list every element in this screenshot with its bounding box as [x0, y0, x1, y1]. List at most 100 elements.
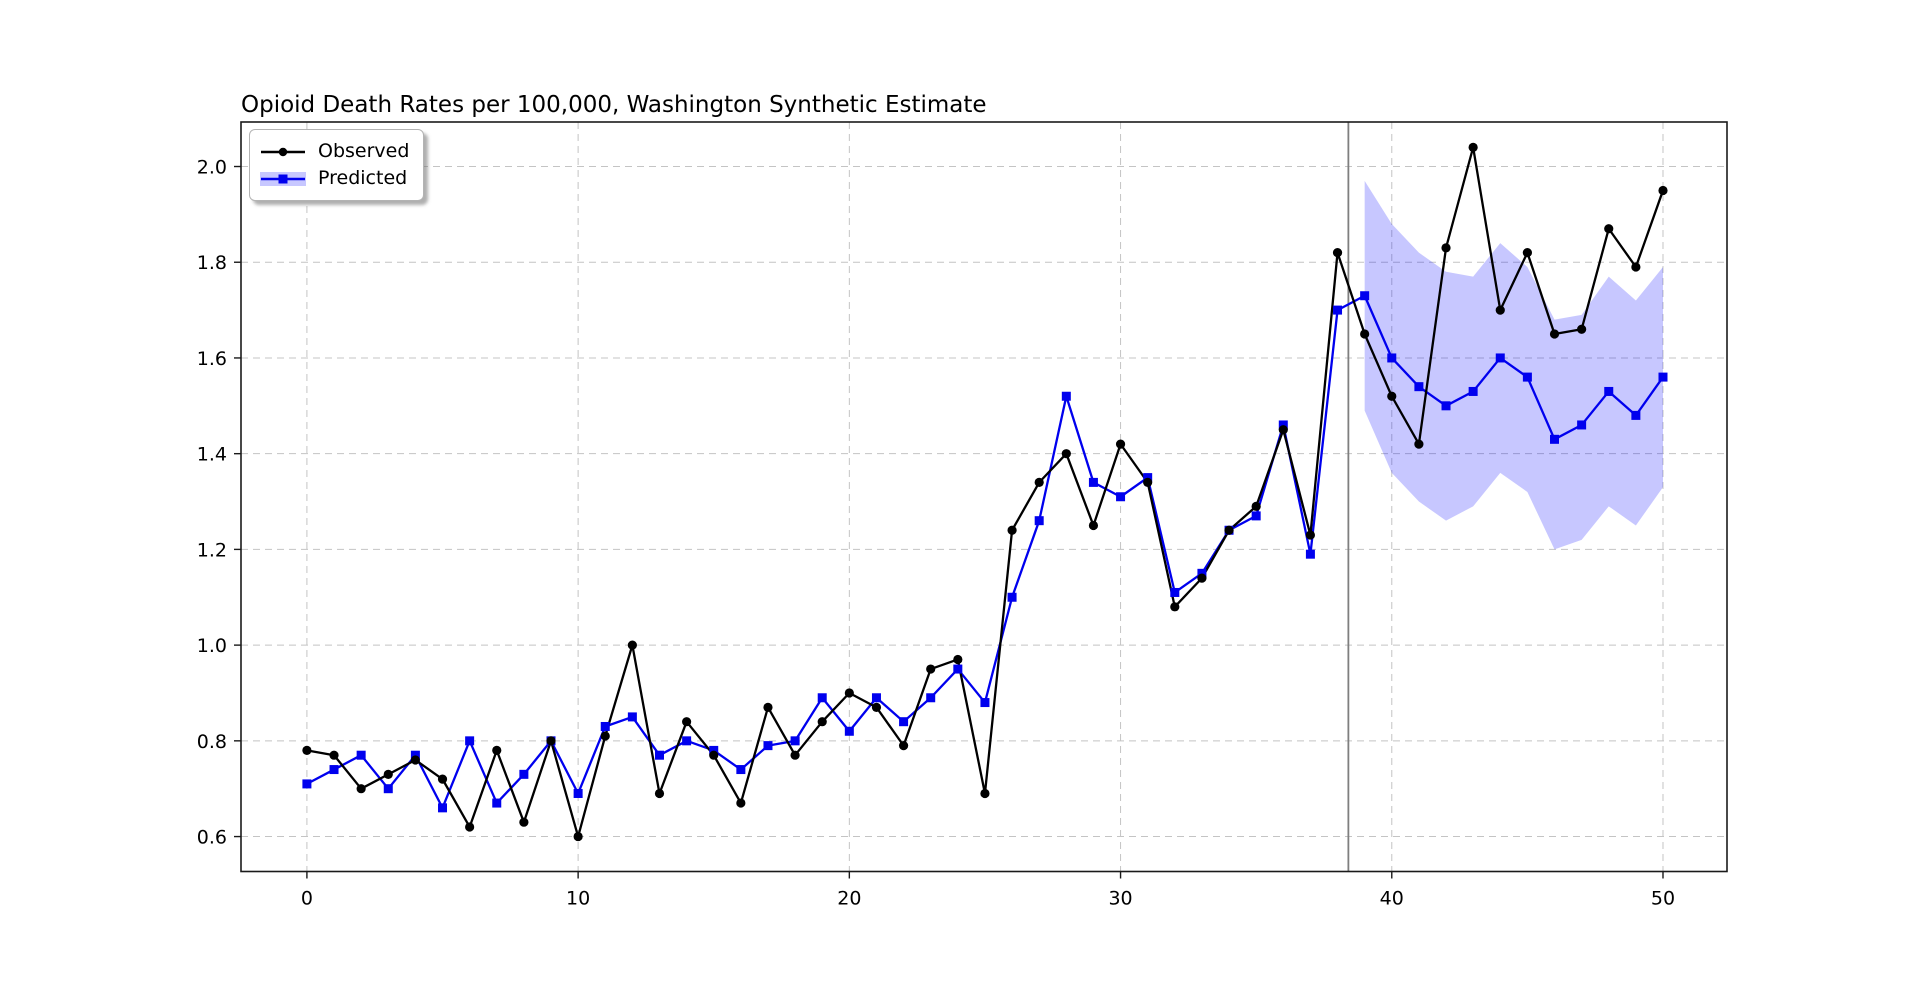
observed-marker — [1224, 525, 1234, 535]
predicted-marker — [1251, 511, 1261, 521]
observed-marker — [329, 750, 339, 760]
predicted-marker — [1441, 401, 1451, 411]
predicted-marker — [329, 765, 339, 775]
observed-marker — [844, 688, 854, 698]
observed-marker — [1495, 305, 1505, 315]
observed-marker — [465, 822, 475, 832]
observed-marker — [871, 702, 882, 712]
predicted-marker — [682, 736, 692, 746]
predicted-marker — [410, 750, 420, 760]
confidence-band — [1364, 180, 1663, 550]
observed-marker — [1305, 530, 1316, 540]
observed-marker — [437, 774, 448, 784]
y-tick-label: 1.4 — [197, 444, 227, 466]
observed-marker — [1604, 224, 1614, 234]
observed-marker — [1170, 602, 1180, 612]
observed-marker — [790, 750, 800, 760]
predicted-marker — [1278, 420, 1288, 430]
predicted-marker — [1414, 382, 1424, 392]
observed-marker — [546, 736, 556, 746]
predicted-marker — [1305, 549, 1315, 559]
observed-marker — [492, 745, 502, 756]
legend-label-predicted: Predicted — [318, 167, 408, 189]
predicted-marker — [1143, 473, 1153, 483]
predicted-line-square-icon — [260, 171, 306, 186]
observed-marker — [1143, 477, 1153, 487]
observed-marker — [1360, 329, 1370, 339]
predicted-marker — [1604, 386, 1614, 396]
y-tick-label: 1.2 — [197, 539, 227, 561]
x-tick-label: 10 — [566, 888, 590, 910]
observed-marker — [383, 769, 393, 779]
predicted-marker — [1116, 492, 1126, 502]
observed-marker — [1034, 477, 1044, 487]
predicted-marker — [1034, 516, 1044, 526]
legend-item-predicted: Predicted — [260, 165, 409, 192]
y-tick-label: 0.8 — [197, 731, 227, 753]
observed-marker — [1007, 525, 1017, 535]
observed-marker — [654, 788, 665, 799]
x-tick-label: 20 — [837, 888, 861, 910]
observed-marker — [519, 817, 529, 827]
predicted-marker — [1522, 372, 1532, 382]
predicted-marker — [1577, 420, 1587, 430]
y-tick-label: 2.0 — [197, 157, 227, 179]
predicted-marker — [1495, 353, 1505, 363]
observed-marker — [410, 755, 420, 765]
predicted-marker — [302, 779, 312, 789]
predicted-marker — [1658, 372, 1668, 382]
x-tick-label: 40 — [1380, 888, 1404, 910]
observed-marker — [1197, 573, 1207, 583]
legend-item-observed: Observed — [260, 138, 409, 165]
observed-marker — [600, 731, 610, 741]
observed-marker — [709, 750, 719, 760]
predicted-marker — [790, 736, 800, 746]
predicted-marker — [709, 745, 719, 755]
predicted-marker — [573, 788, 583, 798]
observed-marker — [1549, 329, 1560, 339]
predicted-marker — [1088, 477, 1098, 487]
predicted-marker — [953, 664, 963, 674]
observed-marker — [627, 640, 637, 650]
predicted-marker — [1387, 353, 1397, 363]
observed-marker — [763, 702, 773, 712]
observed-marker — [1468, 142, 1478, 152]
observed-marker — [302, 745, 312, 756]
legend-label-observed: Observed — [318, 140, 410, 162]
observed-marker — [356, 784, 366, 794]
observed-marker — [1577, 324, 1587, 334]
legend-box: Observed Predicted — [249, 129, 425, 201]
observed-marker — [573, 831, 583, 842]
y-tick-label: 1.8 — [197, 252, 227, 274]
axes-border — [240, 121, 1728, 873]
predicted-marker — [763, 741, 773, 751]
observed-marker — [1414, 439, 1424, 449]
x-tick-label: 50 — [1651, 888, 1675, 910]
observed-marker — [1441, 243, 1451, 253]
observed-marker — [980, 788, 990, 799]
predicted-marker — [899, 717, 909, 727]
observed-marker — [1387, 391, 1397, 401]
observed-marker — [1251, 501, 1261, 511]
y-tick-label: 1.0 — [197, 635, 227, 657]
observed-marker — [926, 664, 936, 674]
observed-marker — [1522, 248, 1532, 258]
observed-marker — [1115, 439, 1126, 449]
predicted-marker — [600, 721, 610, 731]
observed-marker — [1278, 425, 1288, 435]
predicted-marker — [926, 693, 936, 703]
observed-marker — [1061, 449, 1071, 459]
predicted-marker — [1007, 592, 1017, 602]
predicted-marker — [465, 736, 475, 746]
predicted-marker — [438, 803, 448, 813]
predicted-marker — [383, 784, 393, 794]
y-tick-label: 0.6 — [197, 827, 227, 849]
predicted-marker — [1333, 305, 1343, 315]
predicted-marker — [654, 750, 664, 760]
predicted-marker — [627, 712, 637, 722]
y-tick-label: 1.6 — [197, 348, 227, 370]
predicted-marker — [492, 798, 502, 808]
predicted-marker — [817, 693, 827, 703]
